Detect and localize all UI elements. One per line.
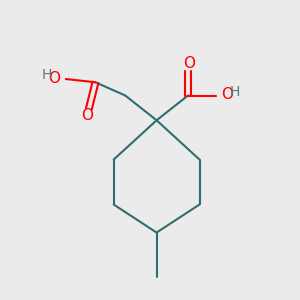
Text: H: H xyxy=(41,68,52,82)
Text: O: O xyxy=(49,71,61,86)
Text: O: O xyxy=(183,56,195,71)
Text: H: H xyxy=(230,85,240,98)
Text: O: O xyxy=(81,109,93,124)
Text: O: O xyxy=(221,87,233,102)
